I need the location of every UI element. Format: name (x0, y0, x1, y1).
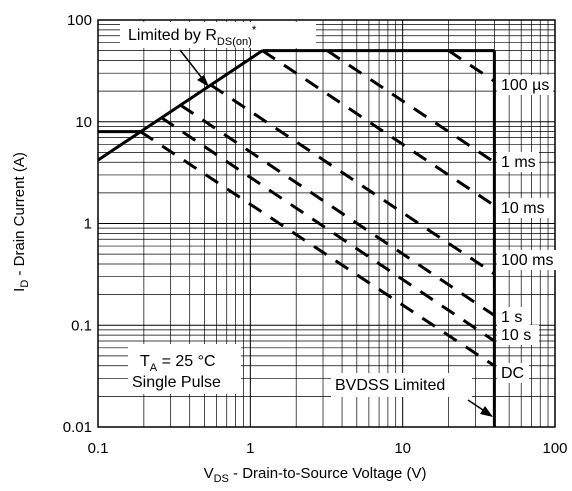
x-tick-label: 1 (246, 440, 254, 457)
x-tick-label: 100 (542, 440, 567, 457)
series-label-bg-10-s (497, 325, 539, 345)
annotation-rdson-arrowhead (197, 75, 209, 87)
series-label-10-s: 10 s (501, 327, 531, 344)
rdson-limit-line (97, 49, 264, 162)
y-tick-label: 0.1 (71, 317, 92, 334)
y-tick-label: 0.01 (63, 419, 92, 436)
y-tick-label: 1 (84, 216, 92, 233)
annotation-conditions-box (128, 344, 241, 394)
annotation-rdson-arrow (179, 49, 206, 83)
annotation-bvdss: BVDSS Limited (331, 373, 493, 417)
x-tick-label: 0.1 (88, 440, 109, 457)
y-axis-title: ID - Drain Current (A) (11, 152, 31, 292)
x-axis-title: VDS - Drain-to-Source Voltage (V) (204, 465, 427, 485)
series-line-100-ms (209, 83, 496, 276)
series-line-10-ms (261, 49, 496, 207)
annotation-rdson-box (120, 22, 316, 48)
series-label-100-ms: 100 ms (501, 252, 553, 269)
series-label-1-s: 1 s (501, 309, 522, 326)
annotation-bvdss-box (331, 373, 472, 397)
annotation-ta: TA = 25 °C (140, 353, 216, 374)
annotation-single-pulse: Single Pulse (132, 374, 221, 391)
series-label-bg-100-us (497, 75, 553, 95)
series-label-bg-1-s (497, 307, 529, 327)
series-line-1-s (180, 104, 496, 317)
series-label-bg-1-ms (497, 152, 539, 172)
series-line-100-us (447, 49, 496, 83)
y-tick-labels: 0.01 0.1 1 10 100 (63, 12, 92, 436)
series-labels: 100 µs 1 ms 10 ms 100 ms 1 s10 s DC (497, 75, 560, 383)
annotation-bvdss-arrowhead (480, 406, 493, 417)
annotation-rdson: Limited by RDS(on)* (120, 22, 316, 87)
annotation-conditions: TA = 25 °C Single Pulse (128, 344, 241, 394)
x-tick-labels: 0.1 1 10 100 (88, 440, 568, 457)
series-label-1-ms: 1 ms (501, 154, 536, 171)
series-label-10-ms: 10 ms (501, 200, 545, 217)
annotation-bvdss-text: BVDSS Limited (335, 377, 445, 394)
series-line-1-ms (326, 49, 496, 164)
data-lines (97, 49, 496, 427)
series-label-dc: DC (501, 365, 524, 382)
y-tick-label: 10 (75, 114, 92, 131)
series-line-10-s (160, 116, 496, 343)
plot-frame (97, 19, 556, 428)
series-label-bg-10-ms (497, 198, 552, 218)
series-label-100-us: 100 µs (501, 77, 549, 94)
series-label-bg-dc (497, 363, 529, 383)
annotation-rdson-text: Limited by RDS(on)* (128, 23, 257, 48)
x-tick-label: 10 (394, 440, 411, 457)
y-tick-label: 100 (67, 12, 92, 29)
series-label-bg-100-ms (497, 250, 560, 270)
series-line-dc (139, 130, 496, 367)
